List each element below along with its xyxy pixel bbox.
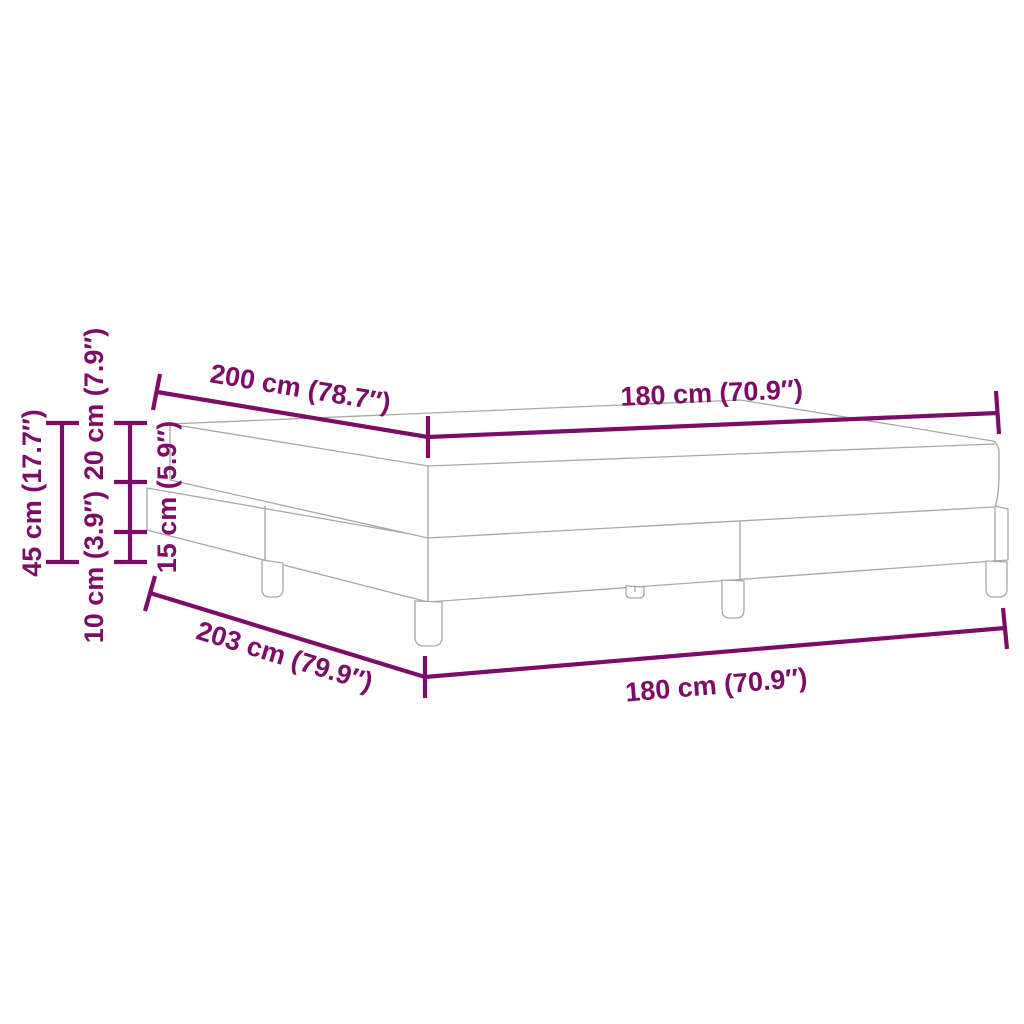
dimension-lines — [46, 373, 1010, 698]
dim-tick-width-bottom-end — [1000, 607, 1010, 650]
dimension-label-base-height: 15 cm (5.9″) — [152, 421, 182, 574]
dim-line-depth-bottom — [149, 590, 426, 680]
dimension-label-width-bottom: 180 cm (70.9″) — [624, 662, 808, 707]
dimension-label-leg-height: 10 cm (3.9″) — [79, 491, 109, 644]
dim-tick-depth-bottom-start — [142, 575, 158, 612]
bed-leg-left — [261, 559, 284, 598]
dim-tick-width-top-end — [993, 390, 1002, 435]
mattress-drawing — [169, 399, 1000, 539]
dimension-label-depth-bottom: 203 cm (79.9″) — [193, 615, 376, 697]
dim-line-width-bottom — [424, 625, 1006, 680]
bed-leg-right — [985, 560, 1008, 598]
bed-leg-front-corner — [414, 600, 443, 647]
dim-line-width-top — [427, 410, 998, 440]
mattress-body — [169, 399, 1000, 539]
bed-legs-drawing — [261, 559, 1008, 647]
dimension-label-mattress-height: 20 cm (7.9″) — [79, 328, 109, 481]
bed-leg-front-right — [721, 579, 745, 619]
dimension-label-depth-top: 200 cm (78.7″) — [208, 358, 393, 417]
dim-line-depth-top — [156, 389, 429, 440]
dimension-label-total-height: 45 cm (17.7″) — [17, 409, 47, 577]
dim-tick-depth-top-start — [150, 373, 163, 411]
